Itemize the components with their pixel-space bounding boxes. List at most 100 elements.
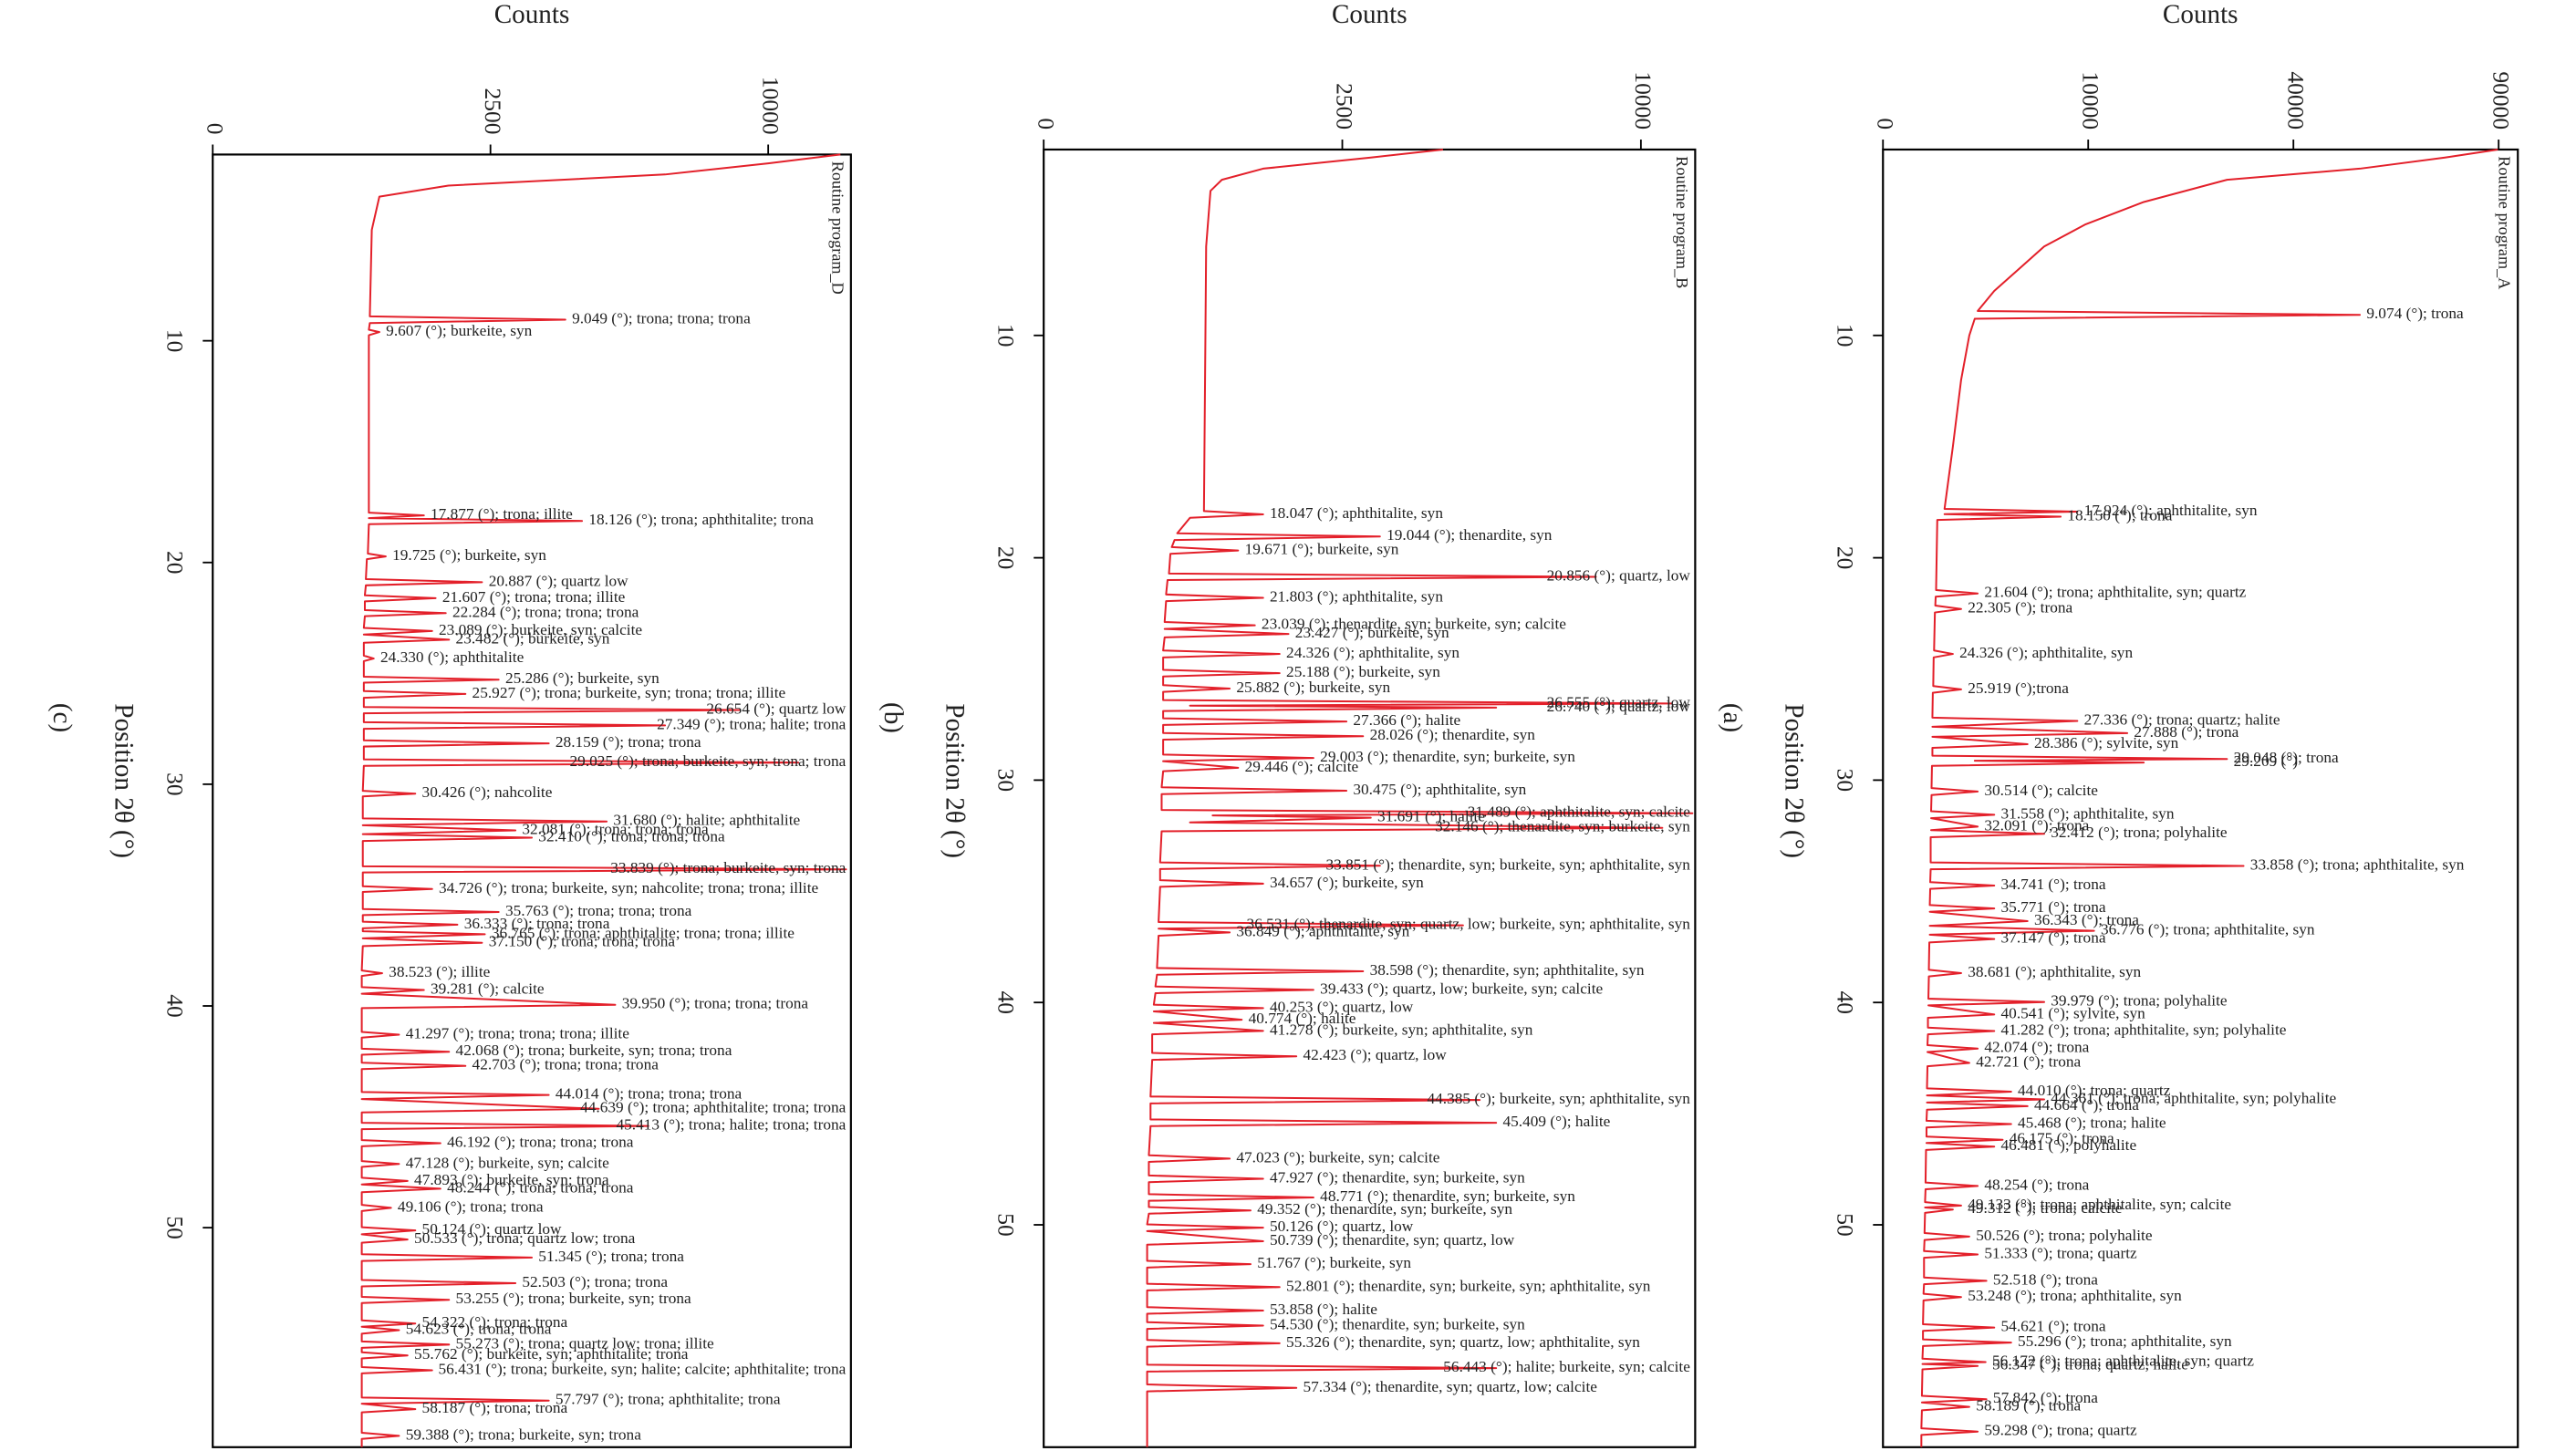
peak-label: 20.856 (°); quartz, low — [1547, 566, 1691, 584]
peak-label: 54.623 (°); trona; trona — [406, 1320, 552, 1337]
x-tick-label: 20 — [993, 546, 1020, 569]
peak-label: 55.296 (°); trona; aphthitalite, syn — [2018, 1332, 2232, 1350]
peak-label: 56.443 (°); halite; burkeite, syn; calci… — [1443, 1358, 1690, 1375]
peak-label: 31.489 (°); aphthitalite, syn; calcite — [1468, 803, 1691, 821]
peak-label: 48.254 (°); trona — [1984, 1176, 2089, 1193]
peak-label: 23.427 (°); burkeite, syn — [1295, 624, 1449, 641]
peak-label: 52.503 (°); trona; trona — [522, 1273, 668, 1290]
y-axis-title: Counts — [494, 0, 570, 29]
peak-label: 47.128 (°); burkeite, syn; calcite — [406, 1154, 609, 1171]
peak-label: 18.150 (°); trona — [2067, 506, 2172, 523]
peak-label: 9.607 (°); burkeite, syn — [386, 322, 533, 339]
x-tick-label: 10 — [162, 329, 189, 352]
x-tick-label: 40 — [162, 994, 189, 1017]
peak-label: 32.081 (°); trona; trona; trona — [522, 820, 709, 837]
peak-label: 32.412 (°); trona; polyhalite — [2051, 824, 2228, 841]
peak-label: 26.555 (°); quartz, low — [1547, 693, 1691, 710]
peak-label: 56.431 (°); trona; burkeite, syn; halite… — [438, 1360, 846, 1377]
peak-label: 22.284 (°); trona; trona; trona — [452, 603, 639, 620]
peak-label: 46.481 (°); polyhalite — [2001, 1136, 2137, 1154]
peak-label: 53.248 (°); trona; aphthitalite, syn — [1968, 1287, 2182, 1304]
peak-label: 17.877 (°); trona; illite — [431, 505, 573, 523]
peak-label: 45.413 (°); trona; halite; trona; trona — [616, 1116, 846, 1134]
peak-label: 21.607 (°); trona; trona; illite — [442, 588, 626, 606]
peak-label: 51.345 (°); trona; trona — [538, 1248, 684, 1265]
peak-label: 34.657 (°); burkeite, syn — [1270, 874, 1424, 891]
peak-label: 29.003 (°); thenardite, syn; burkeite, s… — [1320, 748, 1575, 765]
peak-label: 29.209 (°) — [2234, 752, 2298, 770]
peak-label: 38.681 (°); aphthitalite, syn — [1968, 963, 2141, 980]
peak-label: 40.774 (°); halite — [1249, 1010, 1356, 1027]
peak-label: 37.150 (°); trona; trona; trona — [489, 933, 676, 950]
peak-label: 29.048 (°); trona — [2234, 749, 2339, 766]
panel-label: (a) — [1718, 703, 1747, 732]
plot-frame — [212, 153, 852, 1448]
peak-label: 32.091 (°); trona — [1984, 816, 2089, 834]
peak-label: 33.858 (°); trona; aphthitalite, syn — [2250, 855, 2465, 873]
y-axis-title: Counts — [2163, 0, 2238, 29]
peak-label: 44.639 (°); trona; aphthitalite; trona; … — [580, 1099, 847, 1116]
peak-label: 19.671 (°); burkeite, syn — [1245, 541, 1399, 558]
peak-label: 49.352 (°); thenardite, syn; burkeite, s… — [1257, 1200, 1512, 1218]
peak-label: 20.887 (°); quartz low — [489, 572, 628, 589]
y-tick-label: 0 — [1033, 118, 1059, 130]
peak-label: 31.558 (°); aphthitalite, syn — [2001, 804, 2175, 822]
peak-label: 55.762 (°); burkeite, syn; aphthitalite;… — [414, 1345, 689, 1363]
x-axis-title: Position 2θ (°) — [109, 703, 138, 858]
peak-label: 27.336 (°); trona; quartz; halite — [2084, 710, 2280, 728]
peak-label: 59.388 (°); trona; burkeite, syn; trona — [406, 1425, 641, 1443]
peak-label: 44.010 (°); trona; quartz — [2018, 1082, 2171, 1099]
peak-label: 34.741 (°); trona — [2001, 876, 2106, 893]
peak-label: 38.523 (°); illite — [389, 963, 490, 980]
peak-label: 9.074 (°); trona — [2366, 305, 2464, 322]
peak-label: 34.726 (°); trona; burkeite, syn; nahcol… — [439, 879, 819, 897]
peak-label: 42.074 (°); trona — [1984, 1039, 2089, 1056]
peak-label: 47.927 (°); thenardite, syn; burkeite, s… — [1270, 1168, 1525, 1186]
peak-label: 45.468 (°); trona; halite — [2018, 1114, 2166, 1131]
peak-label: 25.882 (°); burkeite, syn — [1236, 679, 1390, 696]
peak-label: 31.680 (°); halite; aphthitalite — [613, 812, 800, 829]
peak-label: 57.334 (°); thenardite, syn; quartz, low… — [1303, 1378, 1597, 1395]
peak-label: 9.049 (°); trona; trona; trona — [572, 309, 751, 326]
x-axis-title: Position 2θ (°) — [1779, 703, 1808, 858]
peak-label: 25.286 (°); burkeite, syn — [505, 669, 660, 687]
peak-label: 57.797 (°); trona; aphthitalite; trona — [556, 1391, 781, 1408]
peak-label: 50.533 (°); trona; quartz low; trona — [414, 1229, 636, 1247]
peak-label: 53.858 (°); halite — [1270, 1301, 1377, 1318]
peak-label: 26.654 (°); quartz low — [706, 700, 846, 718]
peak-label: 49.106 (°); trona; trona — [398, 1197, 544, 1215]
peak-label: 39.433 (°); quartz, low; burkeite, syn; … — [1320, 979, 1603, 997]
peak-label: 23.039 (°); thenardite, syn; burkeite, s… — [1262, 616, 1566, 633]
peak-label: 27.366 (°); halite — [1353, 711, 1460, 729]
peak-label: 24.326 (°); aphthitalite, syn — [1286, 644, 1459, 661]
peak-label: 58.187 (°); trona; trona — [422, 1399, 568, 1416]
peak-label: 40.253 (°); quartz, low — [1270, 998, 1414, 1015]
peak-label: 48.771 (°); thenardite, syn; burkeite, s… — [1320, 1187, 1575, 1205]
peak-label: 42.068 (°); trona; burkeite, syn; trona;… — [456, 1042, 732, 1059]
peak-label: 27.888 (°); trona — [2134, 723, 2238, 741]
plot-frame — [1882, 148, 2519, 1448]
peak-label: 51.767 (°); burkeite, syn — [1257, 1254, 1411, 1271]
peak-label: 40.541 (°); sylvite, syn — [2001, 1004, 2146, 1021]
peak-label: 52.518 (°); trona — [1993, 1270, 2098, 1288]
peak-label: 25.919 (°);trona — [1968, 679, 2069, 697]
peak-label: 44.664 (°); trona — [2034, 1096, 2139, 1114]
peak-label: 39.950 (°); trona; trona; trona — [622, 995, 809, 1012]
x-tick-label: 50 — [993, 1213, 1020, 1236]
peak-label: 45.409 (°); halite — [1502, 1113, 1610, 1130]
x-tick-label: 50 — [1833, 1213, 1859, 1236]
peak-label: 36.531 (°); thenardite, syn; quartz, low… — [1247, 916, 1691, 933]
peak-label: 55.326 (°); thenardite, syn; quartz, low… — [1286, 1333, 1640, 1351]
peak-label: 46.175 (°); trona — [2010, 1130, 2114, 1147]
x-tick-label: 30 — [162, 772, 189, 795]
x-tick-label: 40 — [1833, 990, 1859, 1013]
peak-label: 57.842 (°); trona — [1993, 1389, 2098, 1406]
program-name: Routine program_B — [1673, 156, 1691, 288]
peak-label: 36.333 (°); trona; trona — [464, 915, 610, 932]
peak-label: 18.126 (°); trona; aphthitalite; trona — [588, 511, 814, 528]
peak-label: 30.475 (°); aphthitalite, syn — [1353, 781, 1526, 798]
peak-label: 44.385 (°); burkeite, syn; aphthitalite,… — [1427, 1090, 1690, 1107]
peak-label: 30.514 (°); calcite — [1984, 782, 2098, 799]
xrd-line — [360, 153, 847, 1447]
peak-label: 37.147 (°); trona — [2001, 929, 2106, 947]
